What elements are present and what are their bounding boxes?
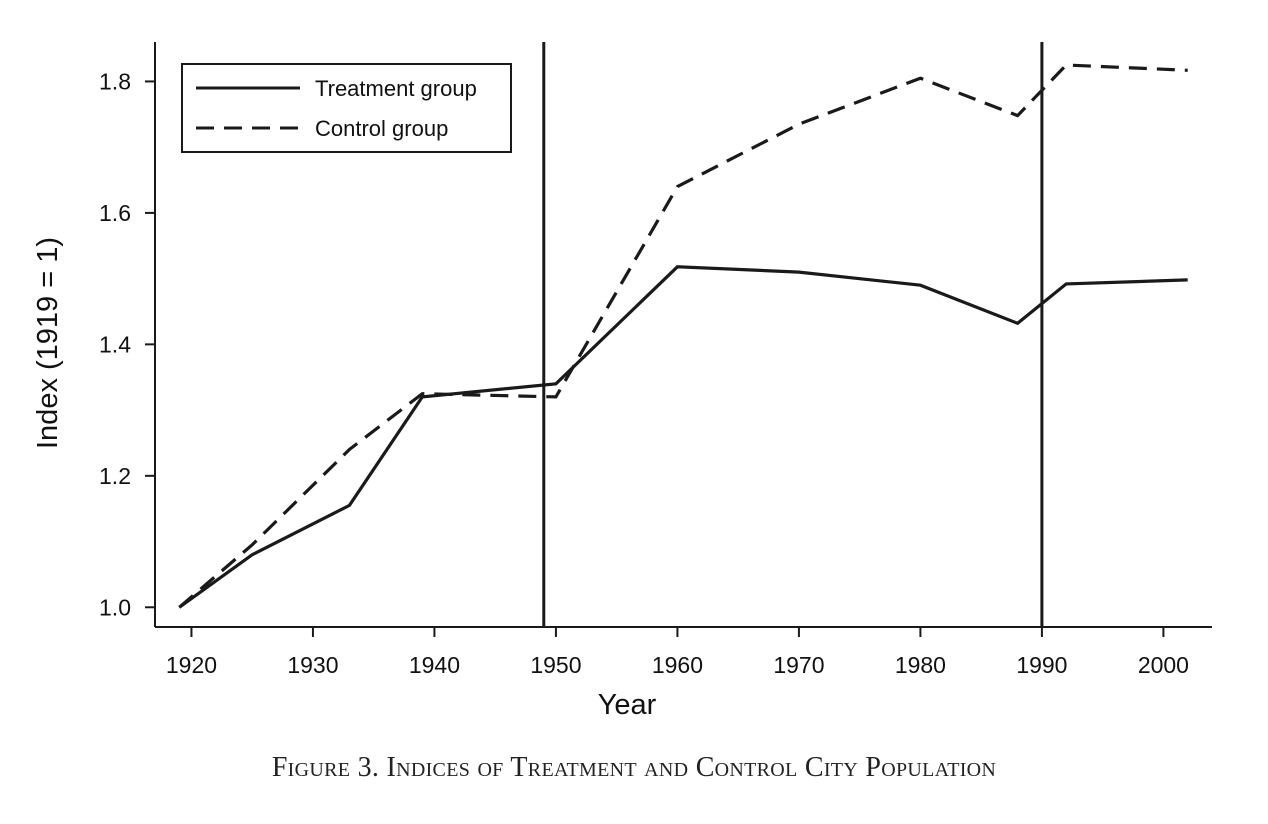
- line-chart: 1920 1930 1940 1950 1960 1970 1980 1990 2000 1.0 1…: [32, 42, 1212, 721]
- x-tick-label: 1990: [1016, 652, 1067, 678]
- x-axis-title: Year: [598, 689, 657, 721]
- y-axis-title: Index (1919 = 1): [32, 237, 64, 449]
- x-tick-label: 1950: [530, 652, 581, 678]
- x-tick-label: 1940: [409, 652, 460, 678]
- axes: 1920 1930 1940 1950 1960 1970 1980 1990 2000 1.0 1…: [99, 42, 1212, 678]
- legend-box: [181, 63, 512, 153]
- y-tick-label: 1.4: [99, 331, 131, 357]
- x-tick-label: 1930: [287, 652, 338, 678]
- control-group-line: [178, 63, 1188, 609]
- y-tick-label: 1.6: [99, 200, 131, 226]
- series-group: [178, 63, 1188, 609]
- legend: Treatment group Control group: [181, 63, 512, 153]
- treatment-group-line: [178, 265, 1188, 609]
- x-tick-label: 1970: [773, 652, 824, 678]
- y-tick-label: 1.2: [99, 463, 131, 489]
- x-tick-label: 1980: [895, 652, 946, 678]
- legend-label-treatment: Treatment group: [315, 76, 477, 101]
- y-tick-label: 1.0: [99, 594, 131, 620]
- x-tick-label: 1920: [166, 652, 217, 678]
- reference-lines: [542, 42, 1044, 627]
- x-tick-label: 1960: [652, 652, 703, 678]
- x-tick-label: 2000: [1138, 652, 1189, 678]
- y-tick-label: 1.8: [99, 68, 131, 94]
- figure-caption: Figure 3. Indices of Treatment and Contr…: [271, 752, 997, 783]
- legend-label-control: Control group: [315, 116, 448, 141]
